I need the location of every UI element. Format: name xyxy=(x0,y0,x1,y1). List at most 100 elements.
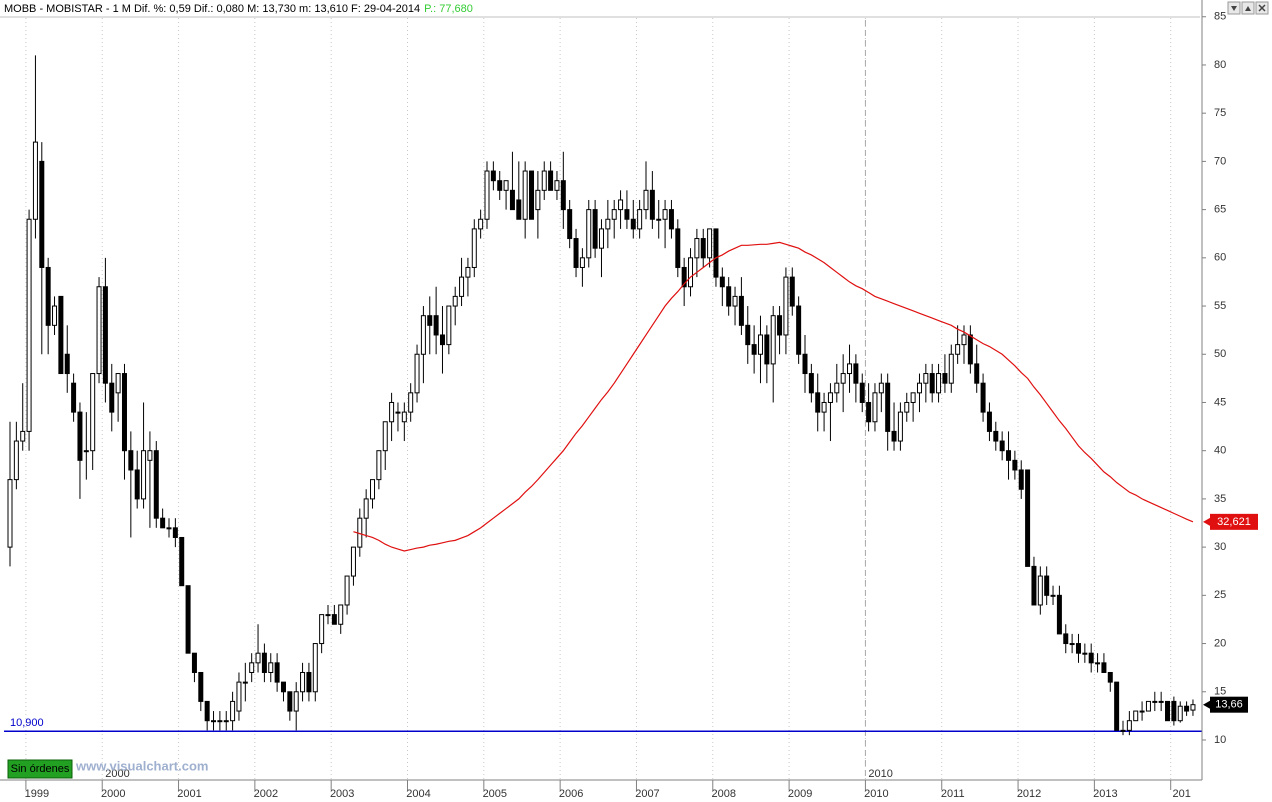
candle-body xyxy=(649,189,655,220)
candle-body xyxy=(1031,565,1037,606)
candle-body xyxy=(217,720,223,723)
candle-body xyxy=(293,691,299,712)
y-tick-label: 45 xyxy=(1214,396,1226,408)
candle-body xyxy=(999,440,1005,452)
window-controls[interactable] xyxy=(1227,1,1269,15)
candle-body xyxy=(26,218,32,432)
candle-body xyxy=(681,266,687,288)
candle-body xyxy=(134,469,140,500)
candle-body xyxy=(249,662,255,673)
candle-body xyxy=(147,450,153,461)
y-tick-label: 80 xyxy=(1214,59,1226,71)
candle-body xyxy=(827,392,833,403)
candle-body xyxy=(52,305,58,326)
candle-body xyxy=(732,295,738,307)
candle-body xyxy=(395,411,401,414)
candle-body xyxy=(802,353,808,375)
price-label: 13,66 xyxy=(1215,699,1243,711)
candle-body xyxy=(579,257,585,268)
candle-body xyxy=(1069,643,1075,646)
candle-body xyxy=(185,585,191,654)
candle-body xyxy=(32,141,38,220)
candle-body xyxy=(408,392,414,413)
candle-body xyxy=(109,382,115,413)
candle-body xyxy=(535,189,541,211)
candle-body xyxy=(1088,652,1094,664)
candle-body xyxy=(1101,662,1107,673)
x-tick-label: 2006 xyxy=(559,788,583,800)
candle-body xyxy=(478,218,484,230)
candle-body xyxy=(993,430,999,442)
candle-body xyxy=(1165,700,1171,722)
x-tick-label: 1999 xyxy=(25,788,49,800)
candle-body xyxy=(204,700,210,722)
candle-body xyxy=(166,527,172,530)
candle-body xyxy=(675,228,681,268)
y-tick-label: 20 xyxy=(1214,637,1226,649)
y-tick-label: 75 xyxy=(1214,107,1226,119)
x-tick-label: 2012 xyxy=(1017,788,1041,800)
candle-body xyxy=(350,546,356,577)
candle-body xyxy=(268,662,274,673)
candle-body xyxy=(280,681,286,693)
candle-body xyxy=(897,411,903,442)
y-tick-label: 85 xyxy=(1214,11,1226,23)
candle-body xyxy=(923,373,929,384)
candle-body xyxy=(916,382,922,394)
x-tick-label: 2002 xyxy=(254,788,278,800)
x-tick-label: 2010 xyxy=(864,788,888,800)
candle-body xyxy=(242,681,248,684)
candle-body xyxy=(71,382,77,413)
candle-body xyxy=(274,662,280,683)
candle-body xyxy=(885,382,891,432)
candle-body xyxy=(331,614,337,625)
candle-body xyxy=(986,411,992,432)
candle-body xyxy=(115,373,121,394)
candle-body xyxy=(1025,469,1031,567)
header-bar xyxy=(0,0,1200,17)
candle-body xyxy=(700,238,706,259)
candle-body xyxy=(509,189,515,211)
candle-body xyxy=(745,324,751,346)
y-tick-label: 15 xyxy=(1214,686,1226,698)
candle-body xyxy=(1126,720,1132,731)
orders-button-label[interactable]: Sin órdenes xyxy=(11,763,70,775)
y-tick-label: 70 xyxy=(1214,155,1226,167)
ma-label-box xyxy=(1210,513,1258,530)
candle-body xyxy=(230,700,236,722)
plot-area: 2000 2010 10,900 xyxy=(4,10,1202,780)
candle-body xyxy=(153,450,159,519)
candle-body xyxy=(605,218,611,230)
candle-body xyxy=(1018,469,1024,490)
candle-body xyxy=(58,295,64,375)
candle-body xyxy=(503,180,509,191)
candle-body xyxy=(961,334,967,346)
candle-body xyxy=(1139,710,1145,713)
candle-body xyxy=(707,228,713,259)
candle-body xyxy=(39,160,45,268)
candle-body xyxy=(891,430,897,442)
candle-body xyxy=(586,209,592,259)
candle-body xyxy=(338,604,344,625)
candle-body xyxy=(821,401,827,413)
candle-body xyxy=(1120,729,1126,732)
candle-body xyxy=(637,209,643,230)
candle-body xyxy=(236,681,242,712)
candle-body xyxy=(160,517,166,529)
candle-body xyxy=(598,228,604,249)
candle-body xyxy=(770,315,776,365)
y-tick-label: 50 xyxy=(1214,348,1226,360)
candle-body xyxy=(1050,594,1056,597)
candle-body xyxy=(840,373,846,384)
orders-button[interactable] xyxy=(7,759,73,779)
candle-body xyxy=(102,286,108,384)
candle-body xyxy=(630,218,636,230)
candle-body xyxy=(656,218,662,221)
candle-body xyxy=(980,382,986,413)
candle-body xyxy=(783,276,789,336)
price-label-pointer xyxy=(1203,700,1210,709)
y-tick-label: 40 xyxy=(1214,445,1226,457)
candle-body xyxy=(1158,700,1164,703)
candle-body xyxy=(7,479,13,548)
